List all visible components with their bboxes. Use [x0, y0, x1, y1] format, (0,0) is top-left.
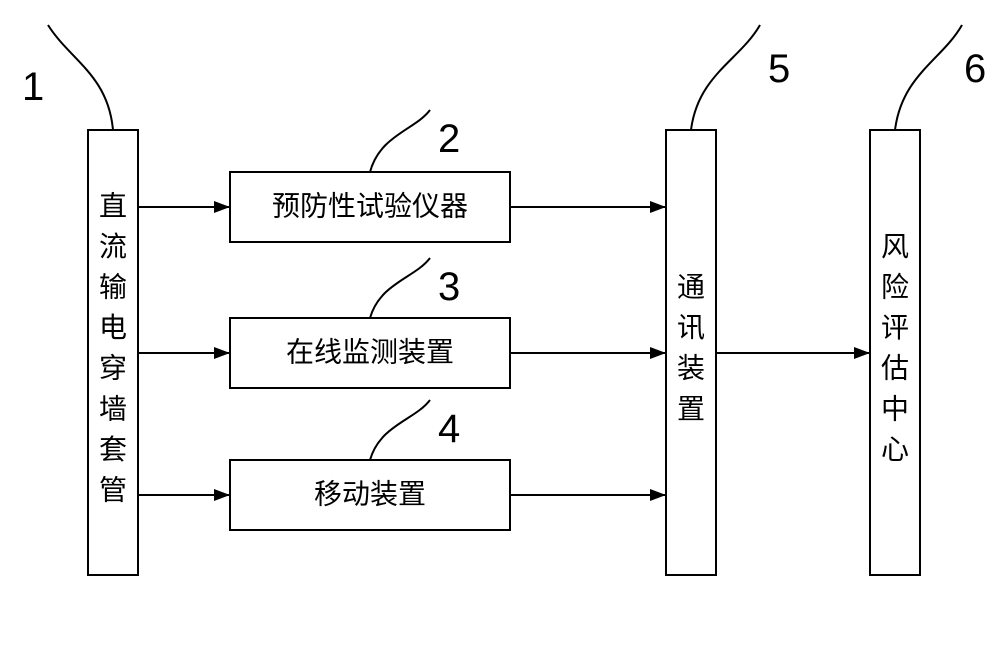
ref-label-n5: 5: [768, 47, 790, 91]
node-text-n5: 置: [677, 394, 705, 425]
node-n4: 移动装置: [230, 460, 510, 530]
node-text-n1: 流: [99, 231, 127, 263]
node-n6: 风险评估中心: [870, 130, 920, 575]
node-text-n6: 评: [881, 313, 909, 344]
node-n2: 预防性试验仪器: [230, 172, 510, 242]
node-text-n1: 电: [99, 312, 127, 344]
node-text-n6: 险: [881, 272, 909, 304]
leader-n1: [48, 25, 113, 130]
node-text-n1: 穿: [99, 353, 127, 385]
node-n3: 在线监测装置: [230, 318, 510, 388]
node-text-n1: 套: [99, 434, 127, 466]
node-text-n4: 移动装置: [314, 479, 426, 511]
node-text-n1: 输: [99, 272, 127, 304]
leader-n5: [691, 25, 760, 130]
node-text-n1: 管: [99, 475, 127, 507]
node-text-n5: 通: [677, 273, 705, 304]
ref-label-n6: 6: [964, 47, 986, 91]
node-text-n6: 风: [881, 232, 909, 263]
node-n5: 通讯装置: [666, 130, 716, 575]
leader-n6: [895, 25, 962, 130]
ref-label-n3: 3: [438, 265, 460, 309]
ref-label-n4: 4: [438, 407, 460, 451]
leader-n3: [370, 258, 430, 318]
node-text-n6: 心: [881, 435, 909, 466]
node-n1: 直流输电穿墙套管: [88, 130, 138, 575]
leader-n4: [370, 400, 430, 460]
node-text-n3: 在线监测装置: [286, 337, 454, 369]
ref-label-n1: 1: [22, 65, 44, 109]
ref-label-n2: 2: [438, 117, 460, 161]
flowchart-diagram: 直流输电穿墙套管 预防性试验仪器在线监测装置移动装置 通讯装置 风险评估中心 1 2 3 4 5…: [0, 0, 1000, 648]
leader-n2: [370, 110, 430, 172]
node-text-n6: 中: [881, 393, 909, 425]
node-text-n1: 直: [99, 190, 127, 222]
node-text-n5: 讯: [677, 313, 705, 344]
node-text-n6: 估: [881, 353, 909, 385]
node-text-n1: 墙: [99, 393, 127, 425]
node-text-n5: 装: [677, 353, 705, 385]
node-text-n2: 预防性试验仪器: [272, 191, 468, 223]
